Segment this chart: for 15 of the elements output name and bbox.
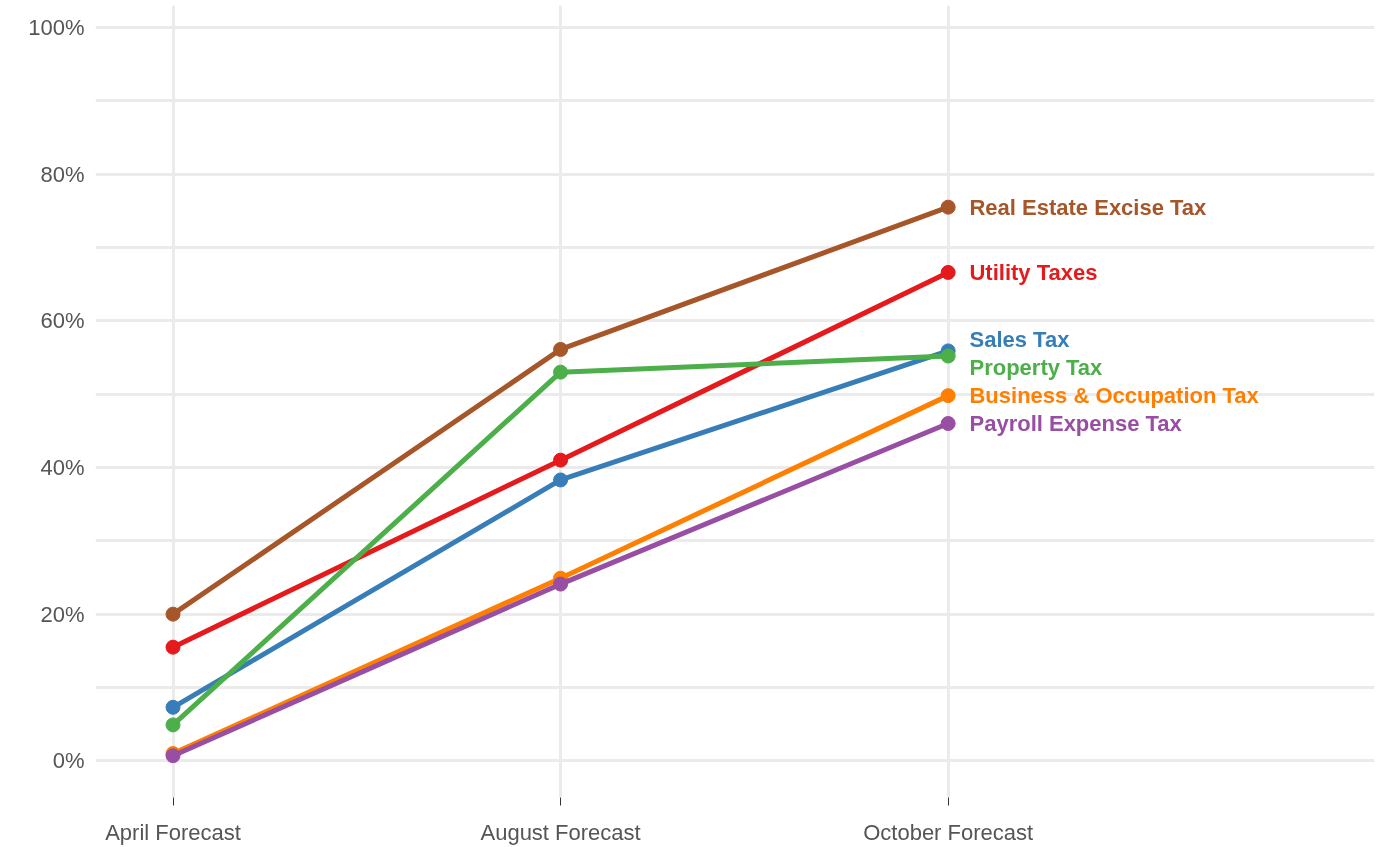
y-tick-label: 20% bbox=[40, 601, 85, 627]
y-tick-label: 40% bbox=[40, 455, 85, 480]
series-label: Property Tax bbox=[969, 354, 1104, 380]
series-label: Real Estate Excise Tax bbox=[969, 194, 1208, 220]
y-tick-label: 80% bbox=[40, 161, 85, 187]
y-tick-label: 0% bbox=[52, 748, 85, 774]
series-label: Sales Tax bbox=[969, 327, 1071, 353]
y-tick-label: 60% bbox=[40, 308, 85, 334]
series-label: Payroll Expense Tax bbox=[969, 411, 1183, 436]
y-tick-label: 100% bbox=[28, 15, 85, 40]
series-label: Utility Taxes bbox=[969, 259, 1098, 285]
x-tick-label: October Forecast bbox=[863, 819, 1034, 845]
x-tick-label: August Forecast bbox=[480, 819, 641, 845]
x-tick-label: April Forecast bbox=[105, 819, 241, 845]
series-label: Business & Occupation Tax bbox=[969, 383, 1260, 409]
